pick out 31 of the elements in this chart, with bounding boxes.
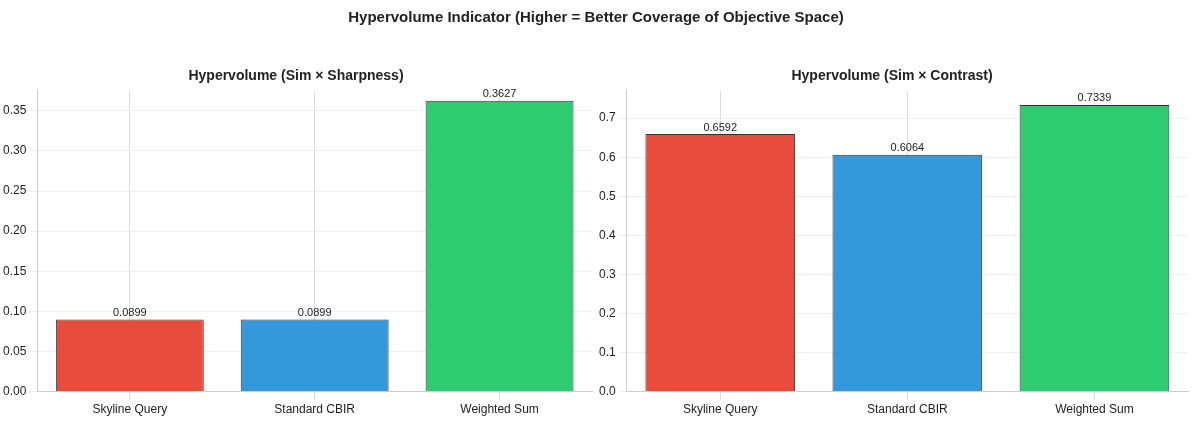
- y-tick-label: 0.30: [3, 143, 27, 158]
- data-label: 0.0899: [112, 306, 147, 319]
- y-tick-label: 0.1: [598, 344, 616, 359]
- x-tick-label: Weighted Sum: [460, 402, 539, 417]
- y-tick-label: 0.7: [598, 110, 616, 125]
- y-tick-label: 0.35: [3, 103, 27, 118]
- x-tick-label: Standard CBIR: [866, 402, 949, 417]
- chart-subtitle: Hypervolume Indicator (Higher = Better Coverage of Objective Space): [347, 8, 845, 25]
- y-tick-label: 0.15: [3, 263, 27, 278]
- x-tick-label: Skyline Query: [682, 402, 758, 417]
- data-label: 0.0899: [297, 306, 332, 319]
- x-tick-label: Skyline Query: [92, 402, 168, 417]
- x-tick-label: Weighted Sum: [1055, 402, 1134, 417]
- y-tick-label: 0.2: [598, 305, 616, 320]
- y-tick-label: 0.05: [3, 343, 27, 358]
- y-tick-label: 0.25: [3, 183, 27, 198]
- data-label: 0.7339: [1077, 91, 1112, 104]
- y-tick-label: 0.0: [598, 383, 616, 398]
- data-label: 0.3627: [482, 87, 517, 100]
- y-tick-label: 0.00: [3, 383, 27, 398]
- chart-title: Hypervolume (Sim × Contrast): [791, 67, 993, 84]
- y-tick-label: 0.6: [598, 149, 616, 164]
- y-tick-label: 0.20: [3, 223, 27, 238]
- chart-title: Hypervolume (Sim × Sharpness): [188, 67, 404, 84]
- data-label: 0.6592: [703, 120, 738, 133]
- x-tick-label: Standard CBIR: [274, 402, 356, 417]
- y-tick-label: 0.3: [598, 266, 616, 281]
- data-label: 0.6064: [890, 141, 925, 154]
- y-tick-label: 0.10: [3, 303, 27, 318]
- y-tick-label: 0.4: [598, 227, 616, 242]
- y-tick-label: 0.5: [598, 188, 616, 203]
